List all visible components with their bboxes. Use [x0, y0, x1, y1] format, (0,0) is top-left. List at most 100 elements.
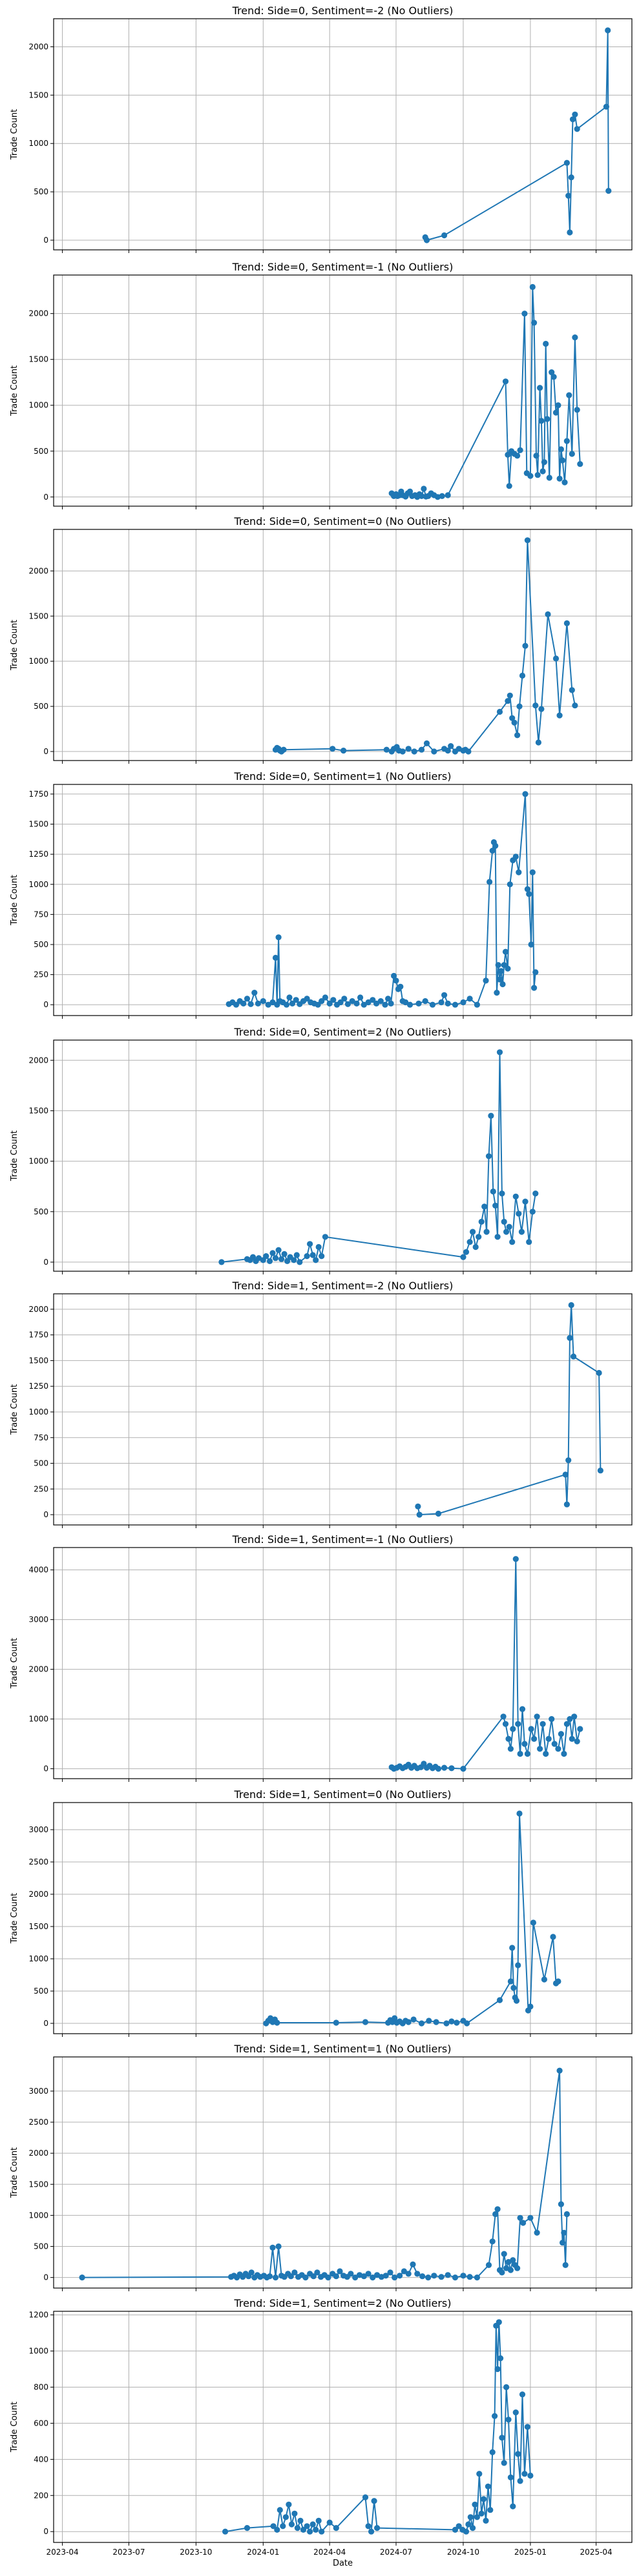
data-point: [532, 702, 539, 709]
y-tick-label: 2500: [28, 1857, 48, 1866]
data-point: [562, 1471, 569, 1478]
data-point: [527, 2003, 534, 2010]
chart-title: Trend: Side=0, Sentiment=1 (No Outliers): [234, 770, 452, 782]
subplot-2: Trend: Side=0, Sentiment=-1 (No Outliers…: [10, 261, 633, 509]
data-point: [567, 1716, 573, 1722]
data-point: [603, 103, 610, 110]
data-point: [561, 1750, 567, 1757]
data-point: [481, 1203, 488, 1210]
data-point: [530, 1919, 537, 1926]
data-point: [499, 981, 506, 988]
data-point: [496, 2319, 502, 2326]
data-point: [524, 1750, 531, 1757]
data-point: [556, 2067, 563, 2074]
data-point: [286, 994, 293, 1001]
data-point: [319, 2528, 325, 2535]
data-point: [374, 2525, 381, 2531]
data-point: [522, 1198, 529, 1205]
y-tick-label: 0: [43, 2273, 48, 2282]
data-point: [269, 1250, 276, 1256]
y-tick-label: 0: [43, 493, 48, 502]
data-point: [352, 2274, 359, 2281]
data-point: [495, 962, 501, 968]
data-point: [513, 1998, 520, 2004]
data-point: [391, 972, 397, 979]
data-point: [483, 1229, 490, 1235]
subplot-6: Trend: Side=1, Sentiment=-2 (No Outliers…: [10, 1280, 633, 1528]
data-point: [383, 746, 390, 753]
y-tick-label: 2000: [28, 42, 48, 51]
data-point: [512, 1556, 519, 1562]
subplot-7: Trend: Side=1, Sentiment=-1 (No Outliers…: [10, 1533, 633, 1782]
data-point: [460, 1254, 466, 1260]
data-point: [503, 1229, 510, 1235]
data-point: [494, 2206, 501, 2213]
data-point: [563, 1501, 571, 1508]
data-point: [550, 374, 557, 380]
data-point: [514, 2265, 521, 2271]
data-point: [539, 1721, 546, 1727]
data-point: [505, 451, 511, 458]
data-point: [470, 2525, 476, 2531]
data-point: [438, 999, 445, 1006]
axes-frame: [53, 18, 633, 250]
data-point: [419, 2273, 426, 2280]
data-point: [291, 2510, 298, 2517]
data-point: [322, 1234, 328, 1240]
data-point: [429, 1001, 436, 1008]
y-tick-label: 3000: [28, 1615, 48, 1624]
x-tick-label: 2024-04: [313, 2548, 346, 2557]
data-point: [515, 2451, 521, 2457]
y-tick-label: 0: [43, 236, 48, 245]
series-line: [417, 1304, 602, 1516]
data-point: [574, 126, 580, 132]
data-point: [568, 1302, 574, 1309]
data-point: [560, 2240, 566, 2246]
x-tick-label: 2024-01: [247, 2548, 279, 2557]
data-point: [448, 2018, 455, 2025]
data-point: [518, 1229, 525, 1235]
data-point: [294, 2525, 300, 2531]
data-point: [344, 1001, 351, 1007]
data-point: [435, 1766, 442, 1772]
data-point: [507, 2474, 514, 2480]
data-point: [569, 1735, 575, 1742]
data-point: [415, 1503, 421, 1509]
data-point: [373, 1000, 380, 1007]
data-point: [286, 2501, 292, 2508]
data-point: [565, 192, 572, 199]
y-tick-label: 1000: [28, 401, 48, 410]
axes-frame: [53, 2056, 633, 2289]
data-point: [240, 1000, 247, 1007]
data-point: [551, 1741, 558, 1747]
y-tick-label: 1000: [28, 657, 48, 666]
data-point: [319, 998, 325, 1005]
y-tick-label: 500: [34, 187, 48, 196]
y-tick-label: 0: [43, 1510, 48, 1519]
data-point: [280, 2523, 286, 2530]
data-point: [531, 985, 538, 991]
data-point: [452, 2526, 459, 2533]
data-point: [505, 965, 511, 972]
data-point: [517, 2478, 523, 2484]
data-point: [465, 2521, 472, 2528]
axes-frame: [53, 529, 633, 761]
data-point: [277, 2507, 283, 2513]
y-tick-label: 250: [34, 1484, 48, 1493]
data-point: [415, 1000, 422, 1007]
chart-title: Trend: Side=0, Sentiment=2 (No Outliers): [234, 1026, 452, 1038]
data-point: [448, 743, 454, 750]
data-point: [441, 232, 448, 239]
data-point: [569, 687, 575, 693]
data-point: [422, 998, 428, 1005]
y-axis-label: Trade Count: [10, 875, 19, 926]
data-point: [514, 453, 521, 459]
data-point: [534, 472, 541, 478]
data-point: [490, 1188, 496, 1195]
data-point: [510, 2257, 516, 2264]
data-point: [470, 1229, 476, 1235]
data-point: [509, 715, 516, 721]
y-axis-label: Trade Count: [10, 2147, 19, 2198]
y-tick-label: 500: [34, 1207, 48, 1216]
y-tick-label: 2500: [28, 2118, 48, 2127]
